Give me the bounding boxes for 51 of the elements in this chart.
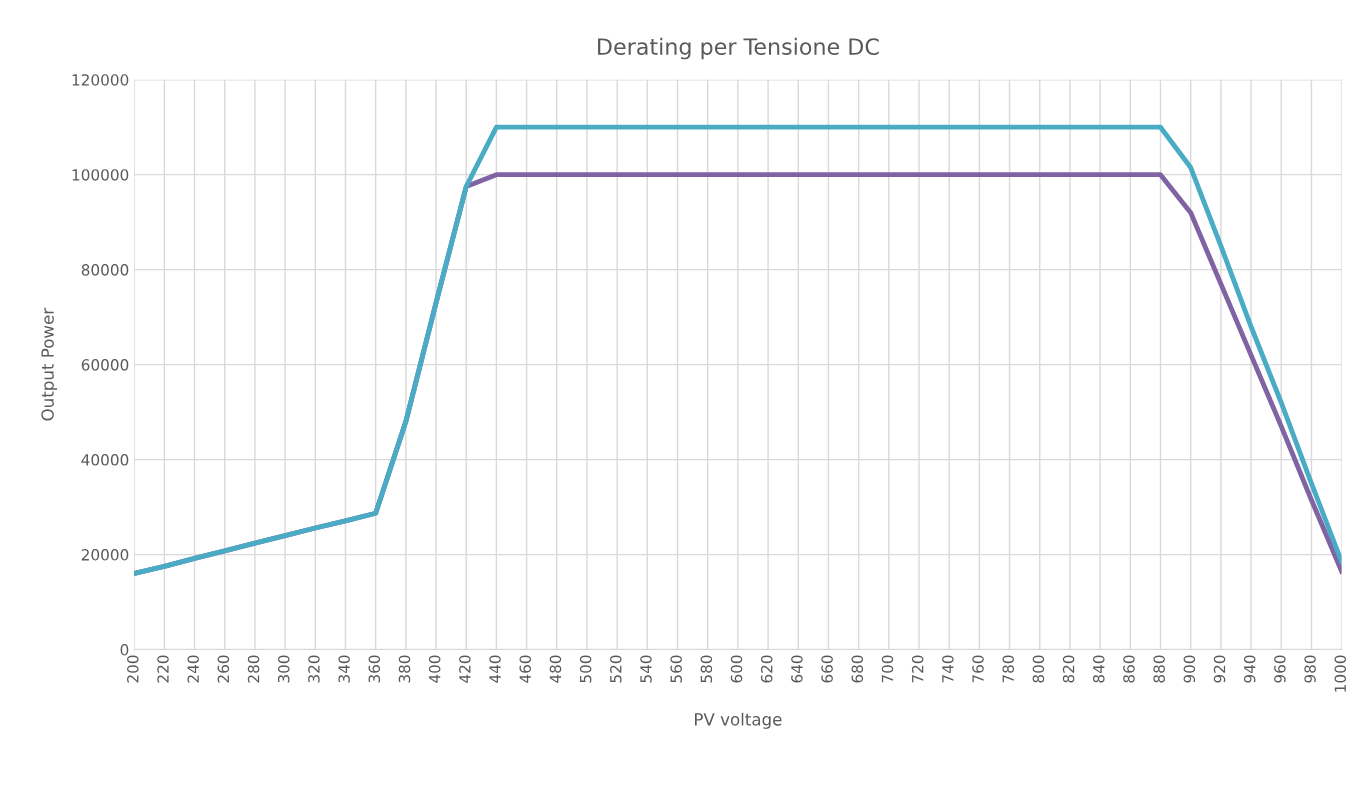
y-tick-label: 120000 [72,74,129,86]
x-tick-label: 760 [972,655,984,683]
x-tick-label: 420 [459,655,471,683]
x-tick-label: 280 [247,655,260,683]
x-tick-label: 600 [730,655,743,683]
x-tick-label: 400 [428,655,441,683]
x-tick-label: 480 [549,655,562,683]
x-tick-label: 940 [1243,655,1256,683]
x-tick-label: 200 [127,655,139,683]
x-tick-label: 880 [1153,655,1165,683]
x-tick-label: 860 [1123,655,1135,683]
x-tick-label: 320 [308,655,320,683]
x-tick-label: 380 [398,655,411,683]
y-tick-label: 60000 [81,359,129,371]
x-tick-label: 800 [1032,655,1045,683]
x-tick-label: 740 [942,655,954,683]
y-tick-label: 100000 [72,169,129,181]
x-tick-label: 500 [579,655,592,683]
x-tick-label: 240 [187,655,199,683]
x-tick-label: 220 [157,655,169,683]
x-tick-label: 580 [700,655,713,683]
x-tick-label: 440 [489,655,501,683]
x-tick-label: 260 [217,655,230,683]
y-tick-label: 80000 [81,264,129,276]
x-tick-label: 1000 [1334,655,1347,692]
y-tick-label: 0 [120,644,129,656]
x-tick-label: 960 [1274,655,1286,683]
x-axis-title: PV voltage [695,712,782,729]
x-tick-label: 820 [1062,655,1075,683]
x-tick-label: 640 [791,655,803,683]
x-tick-label: 520 [610,655,622,683]
x-tick-label: 300 [277,655,290,683]
x-tick-label: 700 [881,655,894,683]
x-tick-label: 980 [1304,655,1316,683]
x-tick-label: 540 [640,655,652,683]
chart-title: Derating per Tensione DC [598,37,879,60]
y-tick-label: 20000 [81,549,129,561]
x-tick-label: 340 [338,655,350,683]
x-tick-label: 460 [519,655,532,683]
y-axis-title: Output Power [41,307,58,421]
x-tick-label: 920 [1213,655,1226,683]
y-tick-label: 40000 [81,454,129,466]
x-tick-label: 680 [851,655,864,683]
x-tick-label: 840 [1093,655,1105,683]
x-tick-label: 780 [1002,655,1014,683]
x-tick-label: 360 [368,655,381,683]
x-tick-label: 660 [821,655,833,683]
x-tick-label: 900 [1183,655,1196,683]
x-tick-label: 720 [911,655,924,683]
x-tick-label: 620 [760,655,773,683]
x-tick-label: 560 [670,655,682,683]
